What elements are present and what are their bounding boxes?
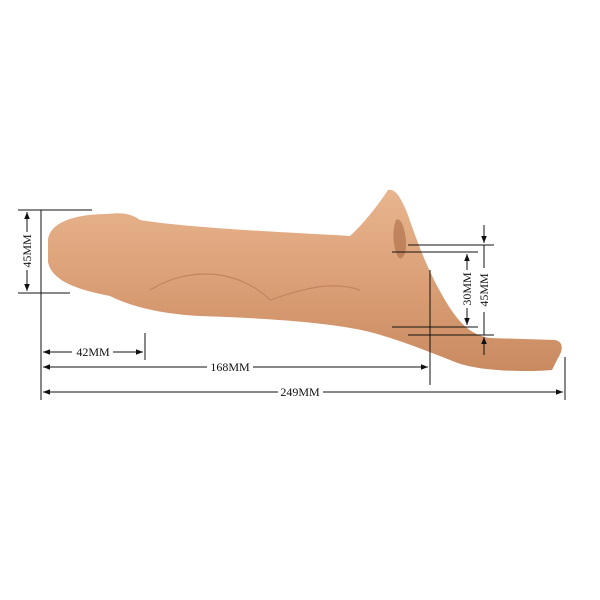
outer-opening-dimension: 45MM bbox=[408, 225, 494, 355]
product-opening bbox=[393, 219, 406, 259]
head-length-dimension: 42MM bbox=[43, 333, 146, 360]
outer-opening-label: 45MM bbox=[477, 273, 491, 307]
total-length-label: 249MM bbox=[280, 385, 320, 399]
head-length-label: 42MM bbox=[76, 345, 110, 359]
inner-opening-label: 30MM bbox=[460, 272, 474, 306]
product-body bbox=[48, 189, 562, 372]
product-detail-line bbox=[149, 273, 361, 301]
shaft-length-label: 168MM bbox=[210, 360, 250, 374]
head-height-dimension: 45MM bbox=[18, 209, 92, 294]
inner-opening-dimension: 30MM bbox=[392, 251, 478, 328]
head-height-label: 45MM bbox=[20, 234, 34, 268]
total-length-dimension: 249MM bbox=[43, 357, 566, 400]
